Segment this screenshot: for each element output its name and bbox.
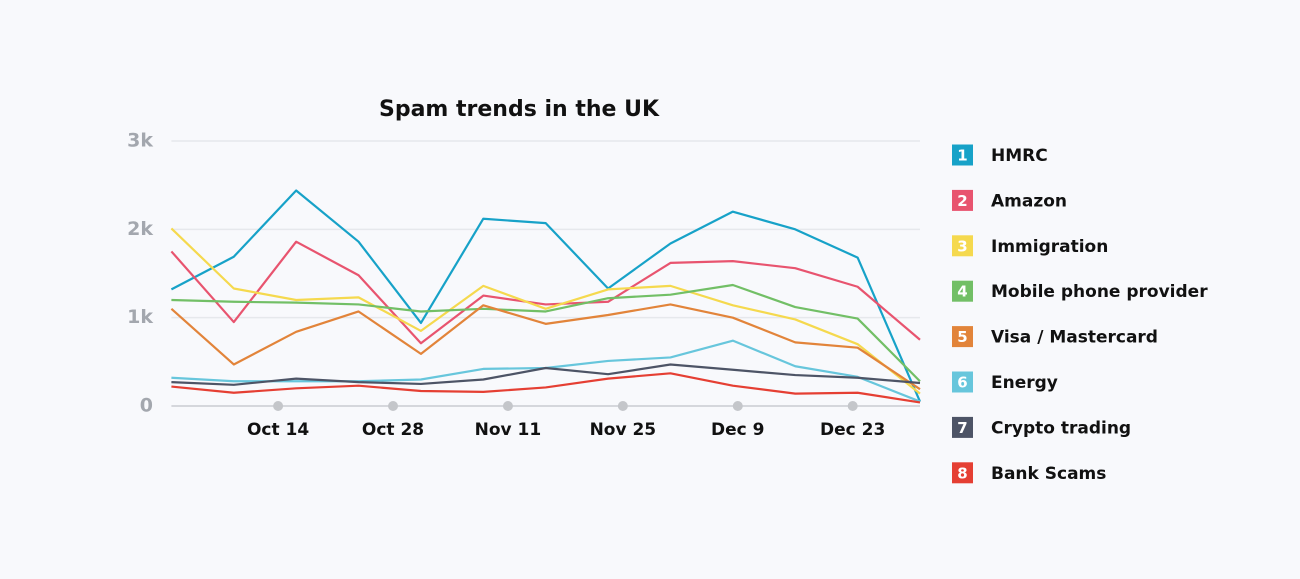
x-tick-label: Dec 23	[820, 420, 885, 440]
series-line	[171, 363, 921, 386]
x-tick-mark	[617, 401, 628, 411]
series-line	[170, 227, 921, 395]
legend-swatch	[952, 462, 973, 484]
legend-label: Immigration	[991, 237, 1108, 257]
legend-number: 1	[957, 147, 967, 165]
x-tick-label: Nov 25	[590, 420, 657, 440]
legend-label: Bank Scams	[991, 464, 1106, 484]
x-tick-label: Nov 11	[475, 420, 542, 440]
x-tick-label: Oct 14	[247, 420, 309, 440]
series-line	[171, 283, 921, 383]
legend-swatch	[952, 280, 973, 302]
legend-number: 7	[957, 419, 967, 437]
legend-label: HMRC	[991, 146, 1048, 166]
legend-swatch	[952, 235, 973, 257]
x-tick-mark	[388, 401, 399, 411]
legend-number: 6	[957, 374, 967, 392]
x-tick-mark	[732, 401, 743, 411]
legend-number: 8	[957, 464, 967, 482]
legend-label: Crypto trading	[991, 418, 1131, 438]
y-tick-label: 0	[140, 395, 153, 417]
x-tick-mark	[847, 401, 858, 411]
legend-label: Amazon	[991, 191, 1067, 211]
x-tick-mark	[502, 401, 513, 411]
y-tick-label: 1k	[127, 306, 153, 328]
legend-swatch	[952, 144, 973, 166]
x-tick-label: Oct 28	[362, 420, 424, 440]
legend-swatch	[952, 416, 973, 438]
chart-title: Spam trends in the UK	[379, 97, 660, 122]
legend-label: Mobile phone provider	[991, 282, 1208, 302]
x-tick-mark	[273, 401, 284, 411]
legend-swatch	[952, 371, 973, 393]
series-line	[170, 189, 922, 403]
legend-number: 5	[957, 328, 967, 346]
series-line	[171, 372, 921, 404]
legend-label: Visa / Mastercard	[991, 328, 1158, 348]
series-line	[170, 303, 921, 391]
legend-number: 3	[957, 237, 967, 255]
legend-number: 2	[957, 192, 967, 210]
legend-swatch	[952, 326, 973, 348]
legend-label: Energy	[991, 373, 1058, 393]
x-tick-label: Dec 9	[711, 420, 764, 440]
y-tick-label: 3k	[127, 130, 153, 152]
legend-number: 4	[957, 283, 967, 301]
series-line	[170, 240, 921, 345]
legend-swatch	[952, 189, 973, 211]
y-tick-label: 2k	[127, 218, 153, 240]
